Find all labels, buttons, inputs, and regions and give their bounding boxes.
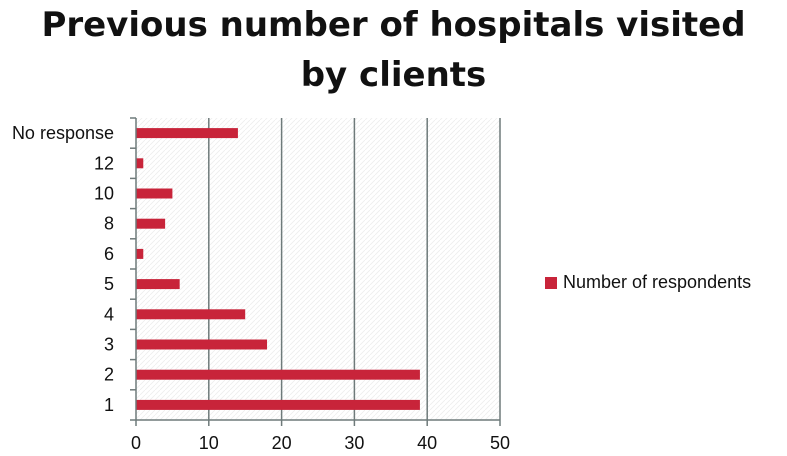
x-tick-label: 30 — [344, 433, 364, 453]
bar — [136, 158, 144, 169]
y-tick-label: No response — [12, 123, 114, 143]
legend-swatch — [545, 276, 557, 289]
x-tick-label: 0 — [131, 433, 141, 453]
x-tick-label: 50 — [490, 433, 510, 453]
bar — [136, 188, 173, 199]
legend: Number of respondents — [545, 272, 751, 293]
y-tick-label: 3 — [104, 335, 114, 355]
bars — [136, 128, 420, 410]
plot-area — [136, 118, 500, 420]
bar — [136, 339, 268, 350]
chart-title-line-2: by clients — [300, 55, 487, 95]
legend-label: Number of respondents — [563, 272, 752, 292]
grid-lines — [208, 118, 501, 420]
y-tick-label: 10 — [94, 184, 114, 204]
chart-title: Previous number of hospitals visited by … — [0, 0, 787, 100]
bar — [136, 369, 420, 380]
x-tick-label: 40 — [417, 433, 437, 453]
y-tick-label: 2 — [104, 365, 114, 385]
y-tick-label: 12 — [94, 153, 114, 173]
bar — [136, 279, 180, 290]
y-tick-label: 1 — [104, 395, 114, 415]
y-tick-label: 8 — [104, 214, 114, 234]
bar — [136, 248, 144, 259]
y-tick-label: 5 — [104, 274, 114, 294]
bar — [136, 399, 420, 410]
axes — [130, 117, 501, 426]
x-tick-label: 20 — [272, 433, 292, 453]
x-tick-label: 10 — [199, 433, 219, 453]
chart-title-line-1: Previous number of hospitals visited — [41, 5, 746, 45]
bar — [136, 128, 238, 139]
y-tick-label: 4 — [104, 304, 114, 324]
bar — [136, 218, 166, 229]
y-tick-label: 6 — [104, 244, 114, 264]
bar — [136, 309, 246, 320]
